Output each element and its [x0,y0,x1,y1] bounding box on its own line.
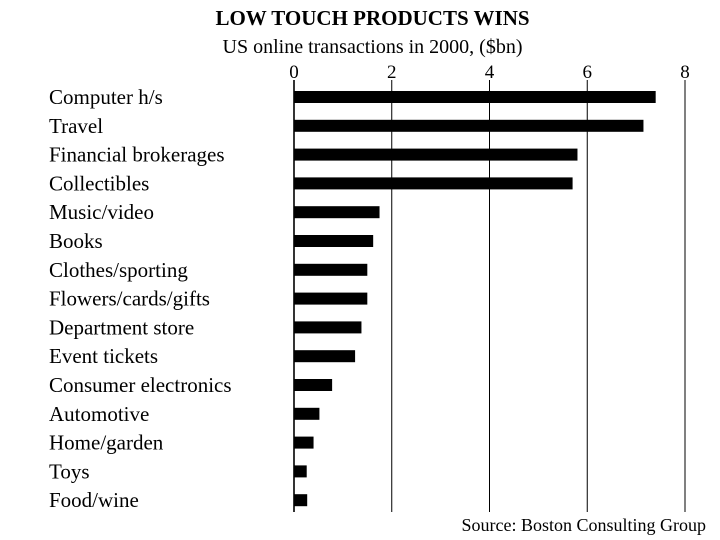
bar [294,494,308,507]
category-label: Computer h/s [49,85,163,109]
bar [294,235,374,247]
category-label: Clothes/sporting [49,258,188,282]
category-label: Automotive [49,402,149,426]
category-label: Toys [49,459,90,483]
chart-title: LOW TOUCH PRODUCTS WINS [215,6,530,30]
x-tick-label: 4 [485,62,495,83]
category-label: Home/garden [49,431,164,455]
bar [294,465,307,478]
chart-subtitle: US online transactions in 2000, ($bn) [222,36,523,58]
category-label: Department store [49,315,194,339]
bar [294,263,368,276]
bar [294,292,368,305]
category-label: Music/video [49,200,154,224]
x-tick-label: 0 [289,62,299,83]
category-label: Event tickets [49,344,158,368]
category-label: Financial brokerages [49,143,225,167]
category-label: Collectibles [49,171,149,195]
source-note: Source: Boston Consulting Group [461,515,706,535]
x-tick-label: 2 [387,62,397,83]
category-label: Flowers/cards/gifts [49,287,210,311]
bar [294,350,356,363]
category-label: Food/wine [49,488,139,512]
bar [294,436,314,449]
category-label: Books [49,229,103,253]
bar [294,379,333,391]
x-tick-label: 8 [680,62,690,83]
bar [294,407,320,420]
bar [294,206,380,219]
bar [294,148,578,161]
bar [294,91,656,103]
bar [294,321,362,334]
category-label: Consumer electronics [49,373,232,397]
bar [294,177,573,190]
category-label: Travel [49,114,103,138]
bar [294,119,644,132]
x-tick-label: 6 [583,62,593,83]
